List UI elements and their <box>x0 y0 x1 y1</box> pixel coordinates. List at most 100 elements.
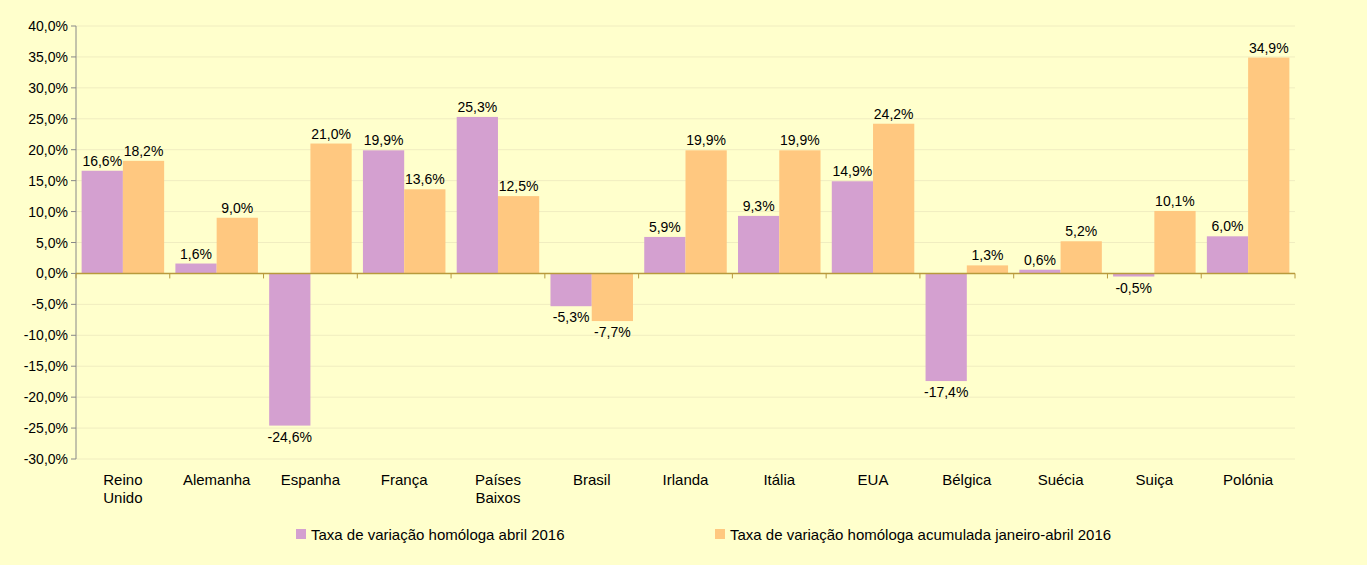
tick-mark <box>71 118 76 119</box>
bars <box>82 58 1290 426</box>
grid-line <box>76 26 1295 27</box>
bar <box>363 150 404 273</box>
x-tick <box>451 273 452 278</box>
category-label-line: Brasil <box>573 471 611 488</box>
data-label: 6,0% <box>1212 218 1244 234</box>
x-tick <box>169 273 170 278</box>
bar <box>175 264 216 274</box>
bar <box>550 273 591 306</box>
x-tick <box>544 273 545 278</box>
data-label: 9,0% <box>221 200 253 216</box>
grid-line <box>76 149 1295 150</box>
data-label: 1,3% <box>971 247 1003 263</box>
bar <box>644 237 685 273</box>
data-label: 10,1% <box>1155 193 1195 209</box>
bar <box>1248 58 1289 274</box>
bar <box>457 117 498 273</box>
category-label: Suiça <box>1136 471 1174 488</box>
category-label: PaísesBaixos <box>475 471 521 506</box>
data-label: 1,6% <box>180 246 212 262</box>
background <box>0 0 1367 565</box>
data-label: -17,4% <box>924 384 968 400</box>
grid-line <box>76 118 1295 119</box>
bar <box>498 196 539 273</box>
data-label: 24,2% <box>874 106 914 122</box>
tick-label: -15,0% <box>24 358 68 374</box>
category-label: Brasil <box>573 471 611 488</box>
x-tick <box>919 273 920 278</box>
tick-label: -20,0% <box>24 389 68 405</box>
bar <box>873 124 914 274</box>
tick-label: 0,0% <box>36 265 68 281</box>
grid-line <box>76 87 1295 88</box>
tick-mark <box>71 428 76 429</box>
bar <box>123 161 164 274</box>
bar <box>269 273 310 425</box>
data-label: -24,6% <box>268 429 312 445</box>
bar <box>217 218 258 274</box>
category-label: Alemanha <box>183 471 251 488</box>
x-tick <box>1295 273 1296 278</box>
tick-mark <box>71 26 76 27</box>
bar <box>310 144 351 274</box>
x-tick <box>1201 273 1202 278</box>
legend-swatch <box>715 529 725 539</box>
category-label: França <box>381 471 428 488</box>
category-label: Bélgica <box>942 471 992 488</box>
data-label: 0,6% <box>1024 252 1056 268</box>
category-label: EUA <box>858 471 889 488</box>
category-label-line: Irlanda <box>663 471 710 488</box>
data-label: 21,0% <box>311 126 351 142</box>
data-label: 19,9% <box>686 132 726 148</box>
data-label: 25,3% <box>457 99 497 115</box>
data-label: -5,3% <box>553 309 590 325</box>
tick-label: 40,0% <box>28 18 68 34</box>
bar <box>82 171 123 274</box>
category-label-line: Suécia <box>1038 471 1085 488</box>
data-label: 14,9% <box>833 163 873 179</box>
data-label: 12,5% <box>499 178 539 194</box>
grid-line <box>76 397 1295 398</box>
data-label: -0,5% <box>1115 280 1152 296</box>
data-label: -7,7% <box>594 324 631 340</box>
grid-line <box>76 459 1295 460</box>
tick-mark <box>71 273 76 274</box>
bar <box>738 216 779 274</box>
x-tick <box>357 273 358 278</box>
category-label: ReinoUnido <box>103 471 142 506</box>
bar <box>592 273 633 321</box>
x-tick <box>76 273 77 278</box>
tick-label: -25,0% <box>24 420 68 436</box>
tick-label: 35,0% <box>28 49 68 65</box>
legend-swatch <box>296 529 306 539</box>
tick-label: 10,0% <box>28 204 68 220</box>
y-axis <box>76 26 77 459</box>
category-label-line: Polónia <box>1223 471 1274 488</box>
x-axis <box>76 273 1295 275</box>
tick-mark <box>71 366 76 367</box>
category-label: Espanha <box>281 471 341 488</box>
grid-line <box>76 56 1295 57</box>
legend-label: Taxa de variação homóloga abril 2016 <box>311 526 565 543</box>
category-label-line: Baixos <box>475 489 520 506</box>
tick-mark <box>71 397 76 398</box>
data-label: 18,2% <box>124 143 164 159</box>
category-label-line: Alemanha <box>183 471 251 488</box>
x-tick <box>826 273 827 278</box>
tick-label: 5,0% <box>36 235 68 251</box>
tick-label: -30,0% <box>24 451 68 467</box>
bar <box>967 265 1008 273</box>
bar <box>1207 236 1248 273</box>
tick-label: 25,0% <box>28 111 68 127</box>
data-label: 34,9% <box>1249 40 1289 56</box>
bar <box>779 150 820 273</box>
category-label-line: Espanha <box>281 471 341 488</box>
bar <box>926 273 967 381</box>
x-tick <box>1107 273 1108 278</box>
bar <box>1154 211 1195 273</box>
tick-mark <box>71 304 76 305</box>
tick-mark <box>71 87 76 88</box>
tick-mark <box>71 335 76 336</box>
data-label: 16,6% <box>82 153 122 169</box>
x-tick <box>263 273 264 278</box>
